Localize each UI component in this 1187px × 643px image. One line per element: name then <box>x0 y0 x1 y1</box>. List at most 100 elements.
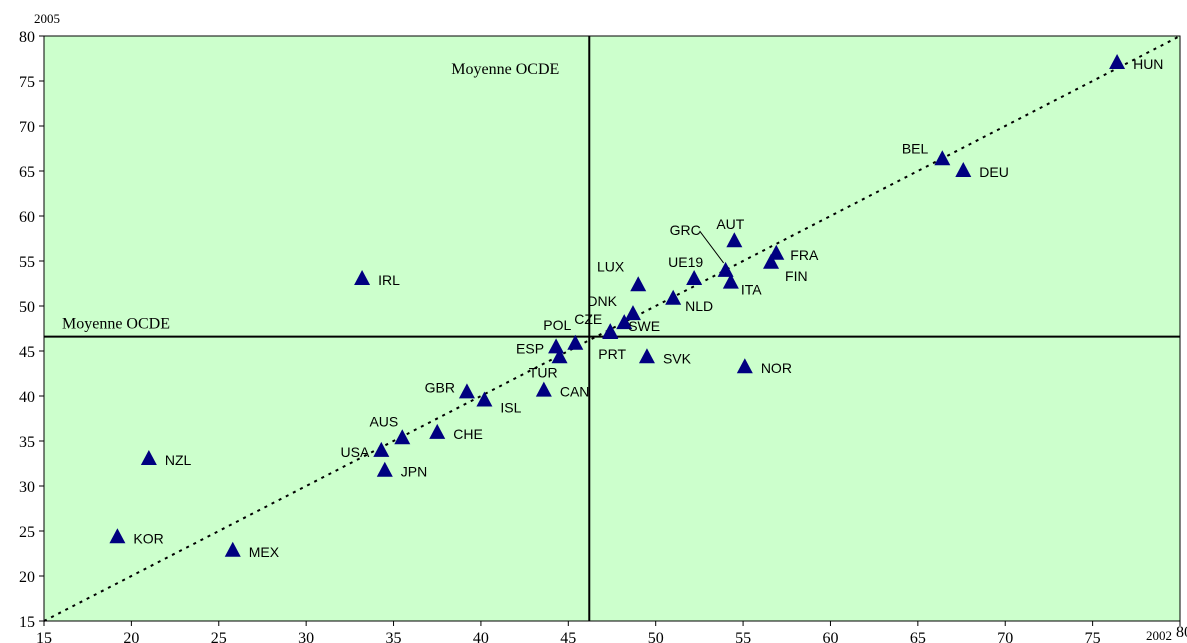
x-tick-label: 15 <box>36 630 52 643</box>
data-point-deu: DEU <box>955 162 1009 180</box>
data-point-gbr: GBR <box>425 379 475 399</box>
data-point-nzl: NZL <box>140 450 192 468</box>
data-point-che: CHE <box>429 423 483 442</box>
point-label: NOR <box>761 360 792 376</box>
y-tick-label: 60 <box>19 209 35 226</box>
point-label: BEL <box>902 140 929 156</box>
data-points: HUN BEL DEU AUT GRC FRA FIN ITA UE19 LUX NLD DNK SWE… <box>109 54 1163 560</box>
triangle-marker <box>686 270 703 285</box>
point-label: UE19 <box>668 254 703 270</box>
data-point-fra: FRA <box>768 244 819 263</box>
point-label: JPN <box>401 464 427 480</box>
diagonal-line <box>43 35 1181 622</box>
point-label: TUR <box>529 364 558 380</box>
horizontal-average-label: Moyenne OCDE <box>62 316 170 333</box>
data-point-irl: IRL <box>354 270 400 288</box>
point-label: SWE <box>628 318 660 334</box>
triangle-marker <box>736 358 753 374</box>
point-label: AUT <box>716 216 744 232</box>
y-axis-title: 2005 <box>34 11 60 26</box>
x-tick-label: 45 <box>560 630 576 643</box>
y-tick-label: 75 <box>19 74 35 91</box>
triangle-marker <box>616 314 633 330</box>
point-label: FRA <box>790 247 819 263</box>
x-tick-label: 55 <box>735 630 751 643</box>
point-label: GRC <box>670 222 701 238</box>
triangle-marker <box>109 528 126 544</box>
axes: 15 20 25 30 35 40 45 50 55 60 65 70 75 80 15 20 25 30 35 40… <box>19 29 1187 643</box>
data-point-isl: ISL <box>476 391 522 416</box>
point-label: FIN <box>785 268 808 284</box>
x-tick-label: 70 <box>997 630 1013 643</box>
triangle-marker <box>763 253 780 269</box>
point-label: CHE <box>453 426 483 442</box>
point-label: HUN <box>1133 56 1163 72</box>
y-tick-label: 40 <box>19 389 35 406</box>
triangle-marker <box>429 423 446 439</box>
point-label: SVK <box>663 350 692 366</box>
triangle-marker <box>458 383 475 399</box>
point-label: IRL <box>378 272 400 288</box>
x-axis-title: 2002 <box>1146 628 1172 643</box>
triangle-marker <box>630 276 647 292</box>
triangle-marker <box>638 348 655 364</box>
data-point-svk: SVK <box>638 348 692 366</box>
triangle-marker <box>476 391 493 407</box>
x-tick-label: 50 <box>648 630 664 643</box>
point-label: ITA <box>741 282 762 298</box>
x-tick-label: 40 <box>473 630 489 643</box>
triangle-marker <box>602 324 619 339</box>
triangle-marker <box>934 150 951 166</box>
y-tick-label: 30 <box>19 479 35 496</box>
triangle-marker <box>567 334 584 350</box>
callout-line <box>699 230 724 264</box>
vertical-average-label: Moyenne OCDE <box>451 61 559 78</box>
data-point-jpn: JPN <box>376 461 427 480</box>
triangle-marker <box>551 348 568 364</box>
data-point-pol: POL <box>543 317 584 350</box>
data-point-bel: BEL <box>902 140 951 166</box>
triangle-marker <box>224 541 241 557</box>
data-point-dnk: DNK <box>587 293 641 321</box>
point-label: DNK <box>587 293 617 309</box>
x-tick-label: 60 <box>822 630 838 643</box>
y-tick-label: 20 <box>19 569 35 586</box>
y-tick-label: 70 <box>19 119 35 136</box>
triangle-marker <box>354 270 371 285</box>
y-tick-label: 55 <box>19 254 35 271</box>
point-label: KOR <box>133 530 163 546</box>
point-label: NLD <box>685 298 713 314</box>
triangle-marker <box>955 162 972 177</box>
point-label: LUX <box>597 258 625 274</box>
triangle-marker <box>1109 54 1126 69</box>
data-point-mex: MEX <box>224 541 280 560</box>
data-point-fin: FIN <box>763 253 808 284</box>
point-label: ESP <box>516 340 544 356</box>
data-point-can: CAN <box>535 381 590 400</box>
triangle-marker <box>376 461 393 477</box>
triangle-marker <box>726 232 743 248</box>
point-label: PRT <box>598 346 626 362</box>
data-point-hun: HUN <box>1109 54 1163 72</box>
point-label: CZE <box>574 311 602 327</box>
triangle-marker <box>140 450 157 465</box>
triangle-marker <box>394 429 411 445</box>
triangle-marker <box>624 305 641 321</box>
y-tick-label: 15 <box>19 614 35 631</box>
data-point-prt: PRT <box>598 324 626 362</box>
triangle-marker <box>665 289 682 305</box>
data-point-kor: KOR <box>109 528 164 546</box>
data-point-nld: NLD <box>665 289 713 314</box>
triangle-marker <box>535 381 552 397</box>
y-tick-label: 50 <box>19 299 35 316</box>
y-tick-label: 45 <box>19 344 35 361</box>
point-label: NZL <box>165 452 192 468</box>
point-label: DEU <box>979 164 1009 180</box>
y-tick-label: 80 <box>19 29 35 46</box>
data-point-nor: NOR <box>736 358 792 376</box>
data-point-lux: LUX <box>597 258 647 292</box>
x-tick-label: 30 <box>298 630 314 643</box>
point-label: CAN <box>560 384 590 400</box>
point-label: ISL <box>500 400 521 416</box>
triangle-marker <box>373 441 390 457</box>
